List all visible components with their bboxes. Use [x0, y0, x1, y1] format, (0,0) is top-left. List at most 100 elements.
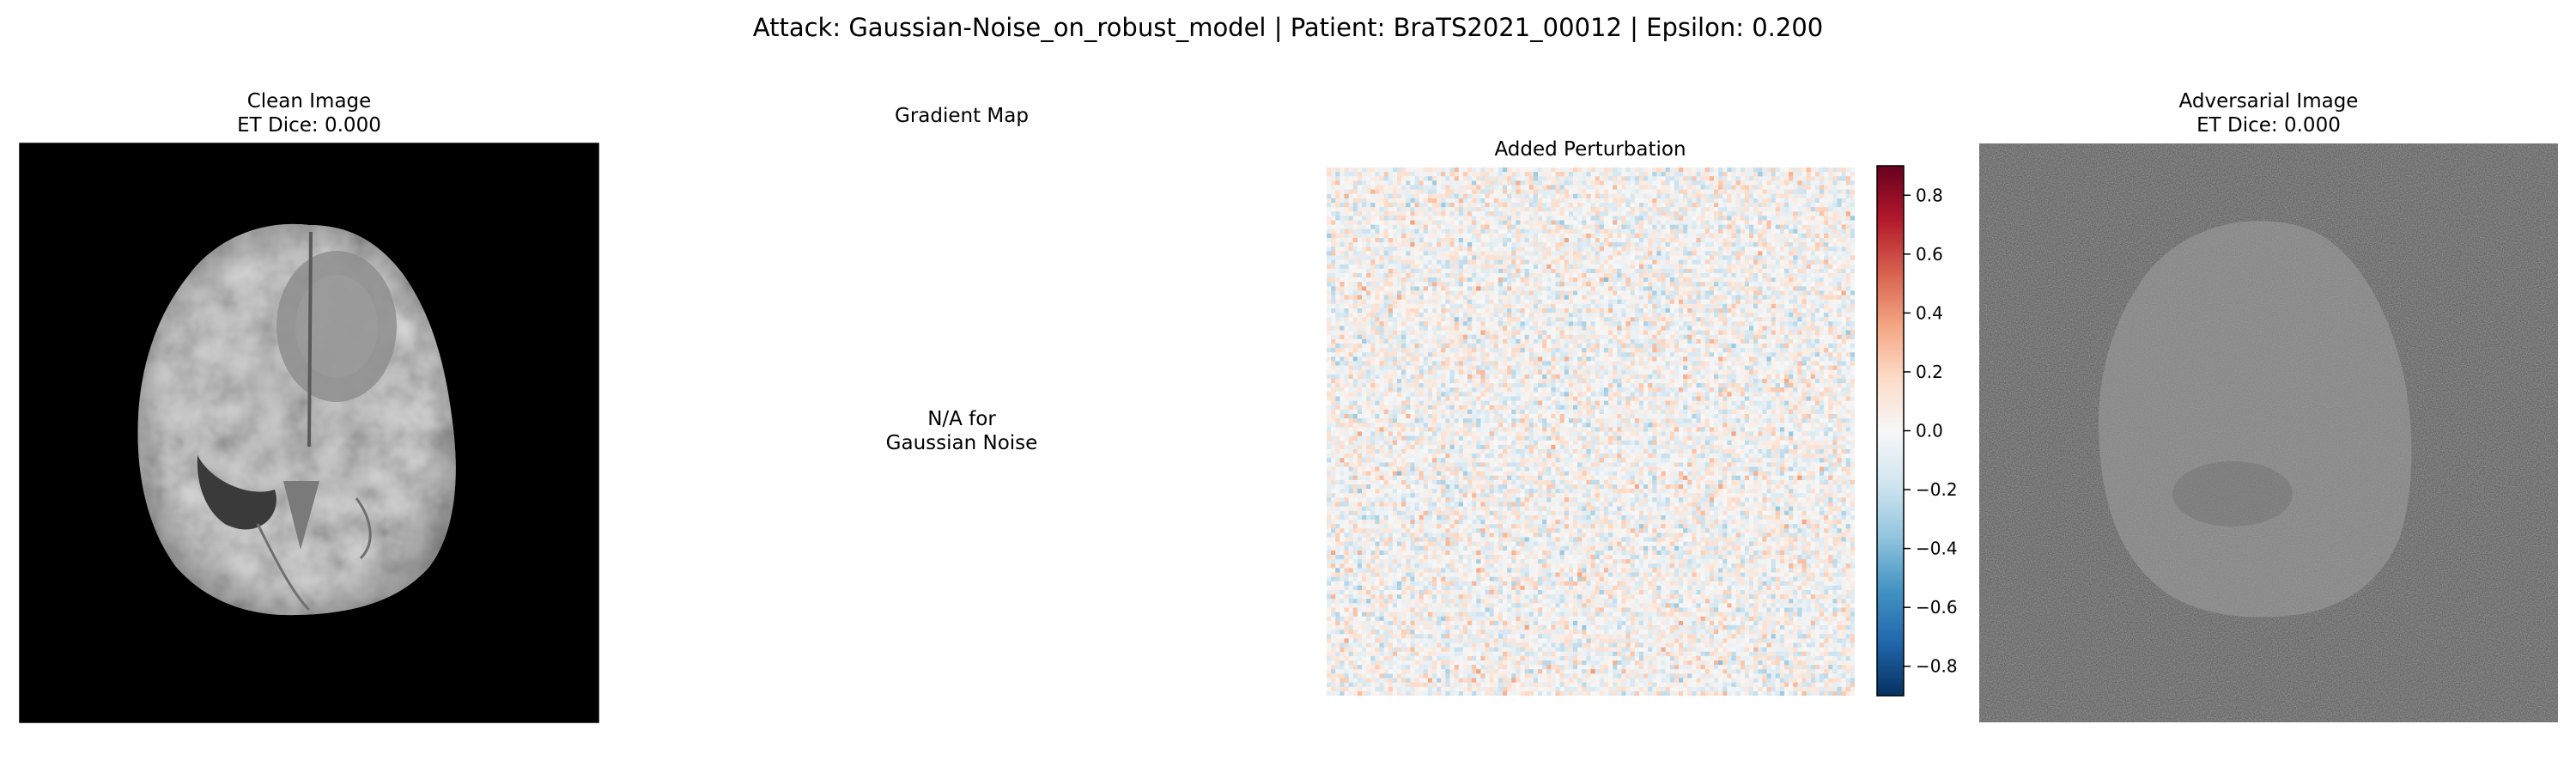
perturbation-cell [1828, 216, 1833, 221]
perturbation-cell [1414, 203, 1420, 208]
perturbation-cell [1437, 317, 1442, 322]
perturbation-cell [1427, 216, 1433, 221]
perturbation-cell [1493, 180, 1499, 186]
perturbation-cell [1423, 189, 1429, 195]
perturbation-cell [1709, 330, 1715, 336]
perturbation-cell [1427, 282, 1433, 287]
perturbation-cell [1383, 264, 1389, 270]
perturbation-cell [1467, 220, 1473, 226]
perturbation-cell [1669, 216, 1675, 221]
perturbation-cell [1806, 251, 1812, 256]
perturbation-cell [1538, 233, 1543, 239]
perturbation-cell [1493, 277, 1499, 283]
perturbation-cell [1331, 207, 1336, 212]
perturbation-cell [1555, 317, 1561, 322]
perturbation-cell [1419, 326, 1425, 332]
perturbation-cell [1357, 273, 1363, 278]
perturbation-cell [1820, 277, 1825, 283]
perturbation-cell [1528, 317, 1534, 322]
perturbation-cell [1410, 348, 1415, 353]
perturbation-cell [1507, 228, 1512, 234]
perturbation-cell [1669, 344, 1675, 349]
perturbation-cell [1551, 203, 1556, 208]
perturbation-cell [1414, 326, 1420, 332]
perturbation-cell [1656, 277, 1662, 283]
perturbation-cell [1621, 326, 1626, 332]
perturbation-cell [1414, 189, 1420, 195]
perturbation-cell [1837, 251, 1843, 256]
perturbation-cell [1423, 334, 1429, 340]
perturbation-cell [1638, 277, 1644, 283]
perturbation-cell [1775, 176, 1781, 181]
perturbation-cell [1538, 211, 1543, 216]
perturbation-cell [1582, 286, 1587, 291]
perturbation-cell [1758, 299, 1763, 305]
perturbation-cell [1674, 255, 1680, 261]
perturbation-cell [1638, 185, 1644, 191]
perturbation-cell [1335, 172, 1340, 177]
perturbation-cell [1427, 255, 1433, 261]
perturbation-cell [1375, 251, 1380, 256]
perturbation-cell [1348, 211, 1354, 216]
perturbation-cell [1683, 251, 1688, 256]
perturbation-cell [1652, 321, 1657, 326]
perturbation-cell [1427, 334, 1433, 340]
perturbation-cell [1656, 224, 1662, 230]
perturbation-cell [1573, 264, 1578, 270]
perturbation-cell [1820, 259, 1825, 265]
perturbation-cell [1775, 228, 1781, 234]
perturbation-cell [1383, 273, 1389, 278]
perturbation-cell [1366, 216, 1371, 221]
perturbation-cell [1704, 255, 1710, 261]
perturbation-cell [1476, 220, 1481, 226]
perturbation-cell [1551, 216, 1556, 221]
perturbation-cell [1511, 277, 1516, 283]
perturbation-cell [1573, 211, 1578, 216]
perturbation-cell [1696, 282, 1702, 287]
perturbation-cell [1516, 172, 1521, 177]
perturbation-cell [1445, 338, 1450, 344]
perturbation-cell [1665, 220, 1671, 226]
perturbation-cell [1674, 228, 1680, 234]
perturbation-cell [1366, 264, 1371, 270]
perturbation-cell [1507, 211, 1512, 216]
perturbation-cell [1613, 172, 1618, 177]
perturbation-cell [1577, 180, 1583, 186]
perturbation-cell [1669, 242, 1675, 247]
perturbation-cell [1551, 189, 1556, 195]
perturbation-cell [1669, 211, 1675, 216]
perturbation-cell [1806, 268, 1812, 274]
perturbation-cell [1352, 211, 1358, 216]
perturbation-cell [1845, 255, 1851, 261]
perturbation-cell [1503, 176, 1508, 181]
perturbation-cell [1362, 233, 1367, 239]
perturbation-cell [1445, 247, 1450, 252]
perturbation-cell [1643, 220, 1649, 226]
perturbation-cell [1352, 348, 1358, 353]
perturbation-cell [1621, 198, 1626, 204]
perturbation-cell [1454, 228, 1460, 234]
perturbation-cell [1485, 282, 1491, 287]
perturbation-cell [1419, 224, 1425, 230]
perturbation-cell [1643, 189, 1649, 195]
perturbation-cell [1683, 259, 1688, 265]
perturbation-cell [1344, 308, 1350, 313]
perturbation-cell [1437, 180, 1442, 186]
perturbation-cell [1503, 273, 1508, 278]
perturbation-cell [1718, 290, 1723, 296]
perturbation-cell [1524, 172, 1530, 177]
perturbation-cell [1555, 172, 1561, 177]
perturbation-cell [1573, 317, 1578, 322]
perturbation-cell [1779, 224, 1785, 230]
perturbation-cell [1449, 317, 1455, 322]
perturbation-cell [1462, 198, 1468, 204]
perturbation-cell [1327, 247, 1332, 252]
perturbation-cell [1613, 220, 1618, 226]
perturbation-cell [1340, 198, 1345, 204]
perturbation-cell [1810, 233, 1816, 239]
perturbation-cell [1638, 334, 1644, 340]
perturbation-cell [1582, 211, 1587, 216]
perturbation-cell [1406, 167, 1411, 173]
perturbation-cell [1357, 264, 1363, 270]
perturbation-cell [1709, 299, 1715, 305]
